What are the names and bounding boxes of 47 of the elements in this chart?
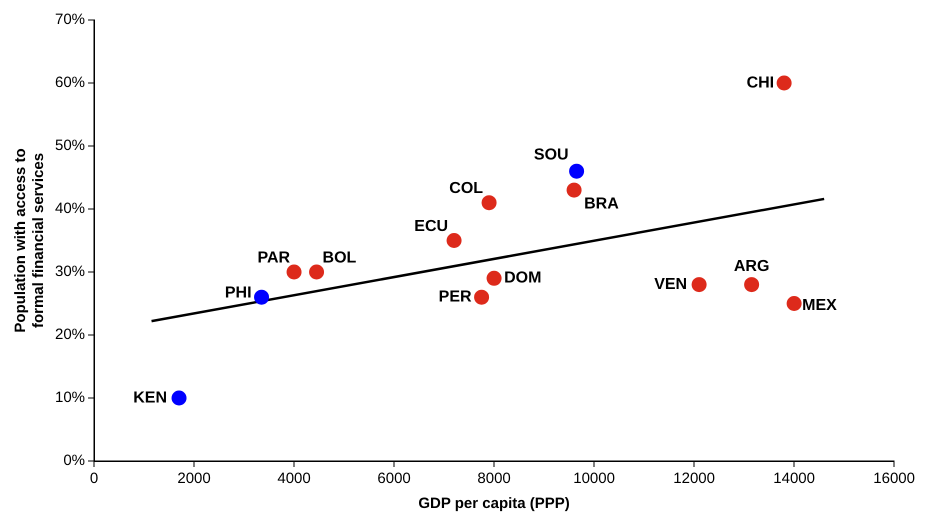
x-tick-label: 2000 xyxy=(177,470,211,488)
point xyxy=(744,277,760,292)
point xyxy=(286,264,302,280)
annotation: MEX xyxy=(802,296,838,314)
annotation: ECU xyxy=(414,218,448,235)
x-tick-label: 0 xyxy=(90,470,98,488)
point xyxy=(566,182,582,198)
annotation: VEN xyxy=(654,276,688,294)
y-tick-label: 20% xyxy=(54,326,86,344)
x-tick-label: 6000 xyxy=(377,470,411,488)
point xyxy=(309,264,324,280)
annotation: CHI xyxy=(746,74,774,92)
point xyxy=(474,290,490,305)
point xyxy=(776,76,792,90)
annotation: PER xyxy=(438,288,472,306)
annotation: SOU xyxy=(534,146,569,164)
y-axis-title: Population with access to formal financial services xyxy=(12,148,48,333)
x-tick-label: 4000 xyxy=(277,470,311,488)
y-tick-label: 40% xyxy=(54,200,86,218)
point xyxy=(786,296,802,311)
annotation: BRA xyxy=(584,196,620,213)
annotation: BOL xyxy=(322,249,357,266)
y-tick-label: 60% xyxy=(54,74,86,92)
point xyxy=(254,290,270,305)
annotation: PAR xyxy=(257,249,290,266)
x-tick-label: 10000 xyxy=(573,470,615,488)
point xyxy=(486,270,502,286)
y-tick-label: 0% xyxy=(63,452,86,470)
annotation: KEN xyxy=(133,389,168,406)
x-tick-label: 14000 xyxy=(773,470,815,488)
y-tick-label: 30% xyxy=(54,263,86,280)
point xyxy=(569,164,584,179)
annotation: ARG xyxy=(734,258,770,276)
x-axis-title: GDP per capita (PPP) xyxy=(418,495,570,512)
y-tick-label: 50% xyxy=(54,137,86,154)
point xyxy=(172,390,187,406)
point xyxy=(482,195,497,210)
y-tick-label: 70% xyxy=(54,11,86,28)
y-tick-label: 10% xyxy=(54,389,86,406)
x-tick-label: 8000 xyxy=(477,470,511,488)
annotation: DOM xyxy=(504,270,542,287)
x-tick-label: 16000 xyxy=(873,470,916,488)
annotation: PHI xyxy=(224,284,252,302)
x-tick-label: 12000 xyxy=(673,470,715,488)
point xyxy=(446,233,462,248)
point xyxy=(692,277,707,292)
annotation: COL xyxy=(449,180,484,198)
